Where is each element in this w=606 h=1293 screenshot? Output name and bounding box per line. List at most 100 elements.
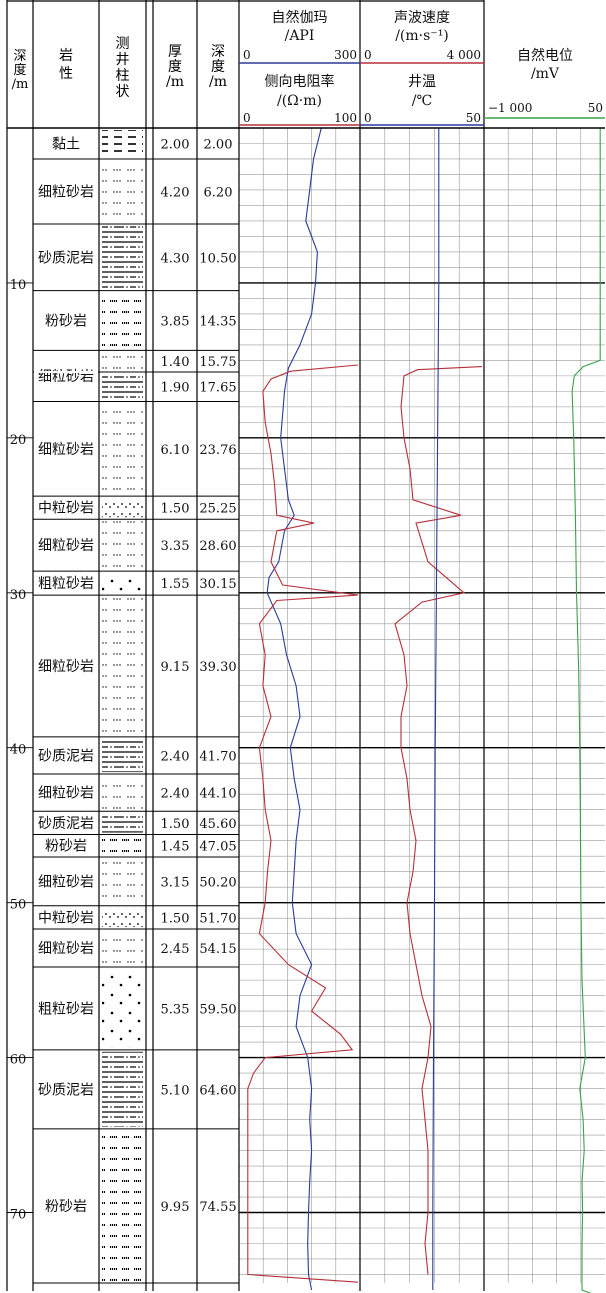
lithology-label: 粗粒砂岩 xyxy=(38,1001,94,1017)
lithology-label: 粉砂岩 xyxy=(45,314,87,330)
depth-value: 2.00 xyxy=(204,137,233,152)
thickness-value: 3.15 xyxy=(161,875,190,890)
log-curves xyxy=(247,127,601,1293)
layer-row: 粉砂岩 3.85 14.35 xyxy=(33,292,239,351)
thickness-value: 3.85 xyxy=(161,315,190,330)
thickness-value: 6.10 xyxy=(161,443,190,458)
gamma-curve xyxy=(266,127,322,1291)
depth-tick-label: 20 xyxy=(10,433,27,448)
lithology-label: 中粒砂岩 xyxy=(38,910,94,926)
lithology-pattern xyxy=(102,1130,143,1281)
depth-value: 44.10 xyxy=(199,787,236,802)
sonic-scale-max: 4 000 xyxy=(447,48,481,62)
layer-row: 砂质泥岩 1.50 45.60 xyxy=(33,813,239,835)
lithology-pattern xyxy=(102,1051,143,1127)
layer-row: 细粒砂岩 4.20 6.20 xyxy=(33,160,239,225)
lithology-column-header: 岩性 xyxy=(59,48,73,82)
layer-row: 细粒砂岩 9.15 39.30 xyxy=(33,597,239,738)
depth-value: 47.05 xyxy=(199,840,236,855)
lithology-label: 黏土 xyxy=(52,136,80,152)
depth-tick-label: 10 xyxy=(10,278,27,293)
lithology-pattern xyxy=(102,403,143,495)
lithology-label: 砂质泥岩 xyxy=(38,816,94,832)
layer-row: 细粒砂岩 3.35 28.60 xyxy=(33,521,239,572)
layer-row: 中粒砂岩 1.50 51.70 xyxy=(33,907,239,930)
depth-value: 15.75 xyxy=(199,355,236,370)
sonic-curve xyxy=(394,366,483,1275)
thickness-value: 1.55 xyxy=(161,577,190,592)
lithology-pattern xyxy=(102,597,143,735)
lithology-pattern xyxy=(102,836,143,855)
thickness-value: 1.45 xyxy=(161,840,190,855)
lithology-pattern xyxy=(102,374,143,400)
depth-value: 59.50 xyxy=(199,1002,236,1017)
lithology-label: 细粒砂岩 xyxy=(38,442,94,458)
depth-value: 23.76 xyxy=(199,443,236,458)
lithology-label: 砂质泥岩 xyxy=(38,1082,94,1098)
lithology-pattern xyxy=(102,907,143,927)
thickness-value: 5.10 xyxy=(161,1083,190,1098)
thickness-value: 2.40 xyxy=(161,749,190,764)
depth-value: 14.35 xyxy=(199,315,236,330)
temperature-track-unit: /℃ xyxy=(412,93,432,109)
temperature-curve xyxy=(432,128,440,1290)
depth-value: 54.15 xyxy=(199,942,236,957)
thickness-value: 1.50 xyxy=(161,911,190,926)
layer-row: 黏土 2.00 2.00 xyxy=(33,130,239,160)
lithology-label: 细粒砂岩 xyxy=(38,941,94,957)
lithology-label: 砂质泥岩 xyxy=(38,748,94,764)
gamma-scale-min: 0 xyxy=(243,48,251,62)
depth-value: 74.55 xyxy=(199,1200,236,1215)
layer-row: 细粒砂岩 3.15 50.20 xyxy=(33,858,239,907)
lithology-pattern xyxy=(102,776,143,810)
thickness-column-header: 厚度/m xyxy=(166,44,184,90)
thickness-value: 1.40 xyxy=(161,355,190,370)
bottom-depth-column-header: 深度/m xyxy=(209,44,227,90)
lithology-label: 细粒砂岩 xyxy=(38,538,94,554)
grid-lines xyxy=(239,128,605,1283)
sonic-track-name: 声波速度 xyxy=(394,10,450,26)
layer-row: 细粒砂岩 2.40 44.10 xyxy=(33,776,239,812)
depth-value: 45.60 xyxy=(199,817,236,832)
layer-row: 细粒砂岩 2.45 54.15 xyxy=(33,930,239,968)
lithology-pattern xyxy=(102,858,143,904)
depth-value: 25.25 xyxy=(199,502,236,517)
thickness-value: 1.50 xyxy=(161,817,190,832)
depth-value: 30.15 xyxy=(199,577,236,592)
depth-value: 17.65 xyxy=(199,381,236,396)
layer-row: 粗粒砂岩 5.35 59.50 xyxy=(33,968,239,1051)
sp-track-unit: /mV xyxy=(531,66,560,82)
thickness-value: 5.35 xyxy=(161,1002,190,1017)
sp-scale-max: 50 xyxy=(588,101,603,115)
gamma-scale-max: 300 xyxy=(334,48,357,62)
depth-value: 10.50 xyxy=(199,251,236,266)
depth-tick-label: 30 xyxy=(10,588,27,603)
sp-curve xyxy=(571,128,601,1293)
thickness-value: 1.90 xyxy=(161,381,190,396)
depth-tick-label: 70 xyxy=(10,1208,27,1223)
resistivity-curve xyxy=(247,364,359,1283)
layer-row: 粗粒砂岩 1.55 30.15 xyxy=(33,573,239,596)
thickness-value: 9.95 xyxy=(161,1200,190,1215)
lithology-label: 粉砂岩 xyxy=(45,839,87,855)
temperature-scale-max: 50 xyxy=(466,111,481,125)
thickness-value: 4.30 xyxy=(161,251,190,266)
lithology-pattern xyxy=(102,968,143,1048)
layer-row: 细粒砂岩 6.10 23.76 xyxy=(33,403,239,497)
sonic-track-unit: /(m·s⁻¹) xyxy=(395,28,449,44)
depth-value: 28.60 xyxy=(199,539,236,554)
temperature-track-name: 井温 xyxy=(408,74,436,90)
gamma-track-unit: /API xyxy=(285,28,315,44)
layer-row: 砂质泥岩 5.10 64.60 xyxy=(33,1051,239,1130)
depth-tick-label: 50 xyxy=(10,898,27,913)
thickness-value: 1.50 xyxy=(161,502,190,517)
lithology-pattern xyxy=(102,738,143,773)
sonic-scale-min: 0 xyxy=(364,48,372,62)
lithology-pattern xyxy=(102,813,143,833)
lithology-pattern xyxy=(102,521,143,570)
thickness-value: 2.00 xyxy=(161,137,190,152)
lithology-label: 细粒砂岩 xyxy=(38,874,94,890)
table-frame xyxy=(6,0,605,1291)
resistivity-scale-min: 0 xyxy=(243,111,251,125)
